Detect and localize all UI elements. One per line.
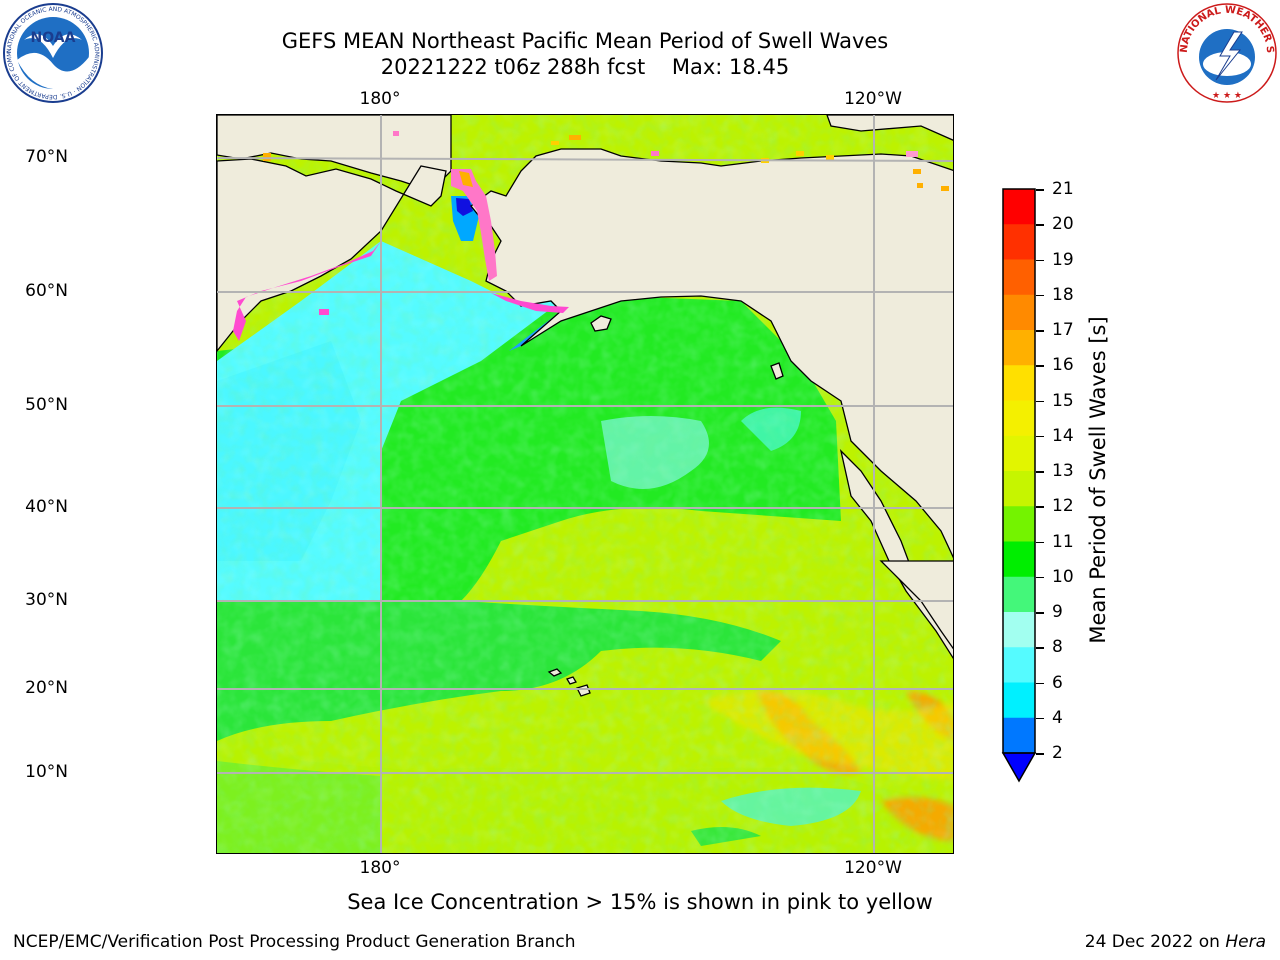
chart-title: GEFS MEAN Northeast Pacific Mean Period …: [281, 29, 889, 53]
lat-label-50n: 50°N: [25, 395, 68, 415]
land-masses: [217, 115, 953, 697]
colorbar-tick: [1036, 224, 1044, 226]
lat-label-10n: 10°N: [25, 762, 68, 782]
noaa-logo: NATIONAL OCEANIC AND ATMOSPHERIC ADMINIS…: [2, 2, 103, 103]
colorbar-tick: [1036, 294, 1044, 297]
footer-date-text: 24 Dec 2022 on: [1084, 932, 1226, 952]
colorbar-tick-label: 8: [1052, 637, 1063, 658]
colorbar-tick: [1036, 189, 1044, 191]
colorbar-tick: [1036, 506, 1044, 508]
chart-subtitle: 20221222 t06z 288h fcst Max: 18.45: [380, 55, 790, 79]
colorbar-tick: [1036, 541, 1044, 543]
sea-ice-caption: Sea Ice Concentration > 15% is shown in …: [347, 890, 933, 914]
lon-label-bottom-120w: 120°W: [844, 858, 902, 878]
colorbar-cell: [1003, 259, 1035, 296]
colorbar-cell: [1003, 365, 1035, 401]
colorbar-tick-label: 18: [1052, 284, 1074, 305]
colorbar-tick: [1036, 330, 1044, 332]
nws-logo: NATIONAL WEATHER SERVICE ★ ★ ★: [1176, 2, 1277, 103]
colorbar-tick-label: 2: [1052, 743, 1063, 763]
colorbar-tick-label: 12: [1052, 496, 1074, 517]
colorbar-tick: [1036, 753, 1044, 755]
colorbar-tick: [1036, 259, 1044, 261]
colorbar-tick-label: 16: [1052, 355, 1074, 376]
lat-label-20n: 20°N: [25, 678, 68, 698]
colorbar-tick-label: 9: [1052, 602, 1063, 622]
colorbar-title: Mean Period of Swell Waves [s]: [1086, 316, 1110, 644]
colorbar-cell: [1003, 682, 1035, 719]
colorbar-tick-label: 10: [1052, 566, 1074, 587]
colorbar-cell: [1003, 294, 1035, 331]
colorbar-cell: [1003, 330, 1035, 366]
colorbar-tick-label: 15: [1052, 390, 1074, 411]
colorbar-tick: [1036, 717, 1044, 720]
colorbar-tick-label: 4: [1052, 707, 1063, 728]
colorbar-tick: [1036, 647, 1044, 649]
graticule: [217, 115, 953, 853]
colorbar-tick: [1036, 365, 1044, 367]
colorbar-tick-label: 6: [1052, 672, 1063, 693]
colorbar-tick-label: 14: [1052, 425, 1074, 446]
colorbar-tick-label: 21: [1052, 179, 1074, 199]
colorbar-cell: [1003, 717, 1035, 754]
lon-label-top-180: 180°: [359, 89, 401, 109]
colorbar-tick: [1036, 682, 1044, 684]
map-panel: [216, 114, 954, 854]
colorbar-cell: [1003, 541, 1035, 578]
colorbar-cell: [1003, 189, 1035, 225]
lat-label-70n: 70°N: [25, 147, 68, 167]
colorbar-tick-label: 20: [1052, 214, 1074, 235]
colorbar-tick: [1036, 612, 1044, 614]
colorbar-extend-arrow: [1001, 752, 1037, 783]
colorbar-tick-label: 19: [1052, 249, 1074, 270]
colorbar-tick-label: 11: [1052, 531, 1074, 552]
colorbar-cell: [1003, 400, 1035, 437]
footer-host: Hera: [1225, 932, 1266, 952]
lon-label-top-120w: 120°W: [844, 89, 902, 109]
colorbar-tick: [1036, 435, 1044, 438]
colorbar-cell: [1003, 647, 1035, 683]
lat-label-30n: 30°N: [25, 590, 68, 610]
colorbar-cell: [1003, 576, 1035, 613]
colorbar-outline: [1002, 188, 1036, 754]
colorbar: [1001, 188, 1037, 783]
map-canvas: [217, 115, 953, 853]
lat-label-60n: 60°N: [25, 281, 68, 301]
colorbar-cell: [1003, 506, 1035, 542]
footer-credit: NCEP/EMC/Verification Post Processing Pr…: [13, 932, 576, 952]
colorbar-tick-label: 17: [1052, 320, 1074, 340]
svg-text:NOAA: NOAA: [31, 30, 76, 46]
colorbar-cell: [1003, 224, 1035, 260]
colorbar-tick: [1036, 576, 1044, 579]
colorbar-tick-label: 13: [1052, 461, 1074, 481]
colorbar-tick: [1036, 471, 1044, 473]
colorbar-cell: [1003, 471, 1035, 507]
lon-label-bottom-180: 180°: [359, 858, 401, 878]
svg-text:★ ★ ★: ★ ★ ★: [1212, 91, 1242, 101]
colorbar-tick: [1036, 400, 1044, 402]
colorbar-cell: [1003, 612, 1035, 648]
footer-date: 24 Dec 2022 on Hera: [1085, 932, 1266, 952]
colorbar-cell: [1003, 435, 1035, 472]
lat-label-40n: 40°N: [25, 497, 68, 517]
